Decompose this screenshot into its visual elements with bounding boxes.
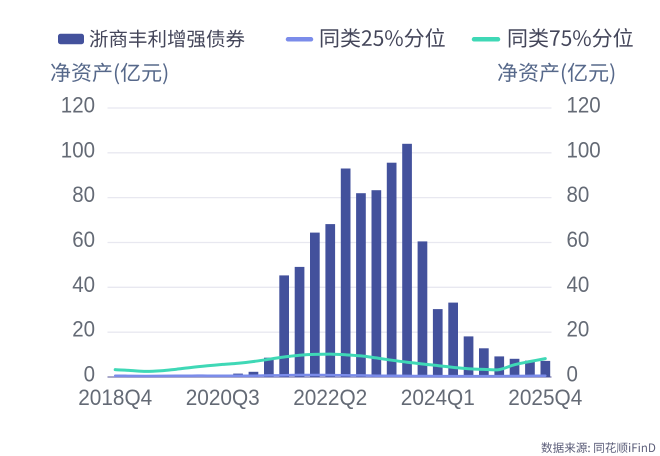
svg-text:2020Q3: 2020Q3 [186,385,260,410]
svg-text:100: 100 [61,137,95,162]
svg-text:60: 60 [567,227,590,252]
svg-text:80: 80 [567,182,590,207]
svg-text:2018Q4: 2018Q4 [78,385,152,410]
svg-text:20: 20 [72,317,95,342]
svg-text:120: 120 [61,93,95,118]
svg-text:2022Q2: 2022Q2 [293,385,367,410]
svg-text:2024Q1: 2024Q1 [401,385,475,410]
svg-text:20: 20 [567,317,590,342]
svg-text:0: 0 [84,362,95,387]
svg-text:40: 40 [567,272,590,297]
svg-text:40: 40 [72,272,95,297]
svg-text:80: 80 [72,182,95,207]
svg-text:60: 60 [72,227,95,252]
svg-text:0: 0 [567,362,578,387]
svg-text:120: 120 [567,93,601,118]
svg-text:2025Q4: 2025Q4 [508,385,582,410]
svg-text:100: 100 [567,137,601,162]
